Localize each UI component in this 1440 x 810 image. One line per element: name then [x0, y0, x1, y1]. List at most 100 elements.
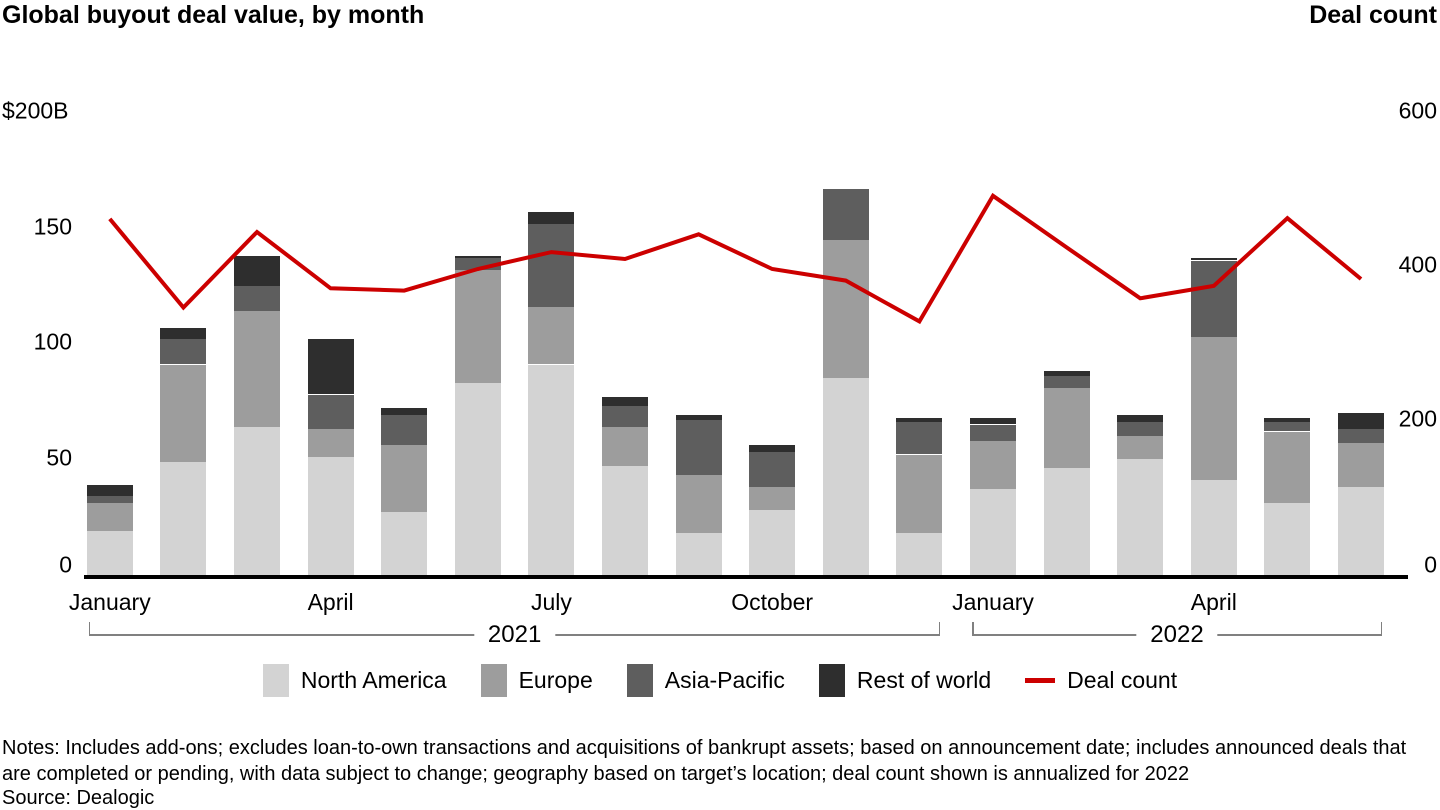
- year-bracket-tick-right-2021: [938, 622, 941, 635]
- bar-feb-2021-segment-europe: [160, 364, 207, 462]
- bar-oct-2021-segment-europe: [749, 486, 796, 510]
- bar-jul-2021-segment-rest-of-world: [528, 212, 575, 224]
- year-bracket-tick-right-2022: [1380, 622, 1382, 635]
- legend-label-asia-pacific: Asia-Pacific: [664, 667, 785, 693]
- bar-apr-2022-segment-europe: [1190, 336, 1237, 480]
- bar-mar-2022-segment-europe: [1117, 436, 1164, 460]
- chart-title: Global buyout deal value, by month: [2, 1, 425, 29]
- bar-feb-2021-segment-asia-pacific: [160, 339, 207, 365]
- legend-label-europe: Europe: [518, 667, 593, 693]
- x-tick-label-april-15: April: [1190, 589, 1237, 615]
- bar-may-2021-segment-asia-pacific: [381, 415, 428, 446]
- bar-mar-2021-segment-north-america: [234, 426, 280, 578]
- x-tick-label-october-9: October: [731, 589, 814, 615]
- x-axis-line: [84, 575, 1408, 579]
- y-axis-right-tick-0: 0: [1424, 551, 1437, 578]
- bar-mar-2022-segment-asia-pacific: [1117, 422, 1164, 437]
- bar-may-2021-segment-europe: [381, 445, 428, 513]
- bar-jul-2021-segment-europe: [528, 306, 575, 365]
- x-tick-label-july-6: July: [530, 589, 572, 615]
- legend-swatch-asia-pacific: [626, 664, 653, 697]
- bar-sep-2021-segment-north-america: [675, 533, 722, 577]
- bar-feb-2022-segment-north-america: [1043, 468, 1090, 577]
- bar-oct-2021-segment-rest-of-world: [749, 445, 796, 453]
- legend-label-rest-of-world: Rest of world: [856, 667, 992, 693]
- bar-jun-2022-segment-europe: [1338, 443, 1384, 487]
- bar-mar-2021-segment-europe: [234, 311, 280, 427]
- legend: North America Europe Asia-Pacific Rest of w…: [0, 664, 1440, 697]
- deal-count-line: [108, 192, 1363, 325]
- x-tick-label-january-0: January: [68, 589, 151, 615]
- bar-may-2022-segment-europe: [1264, 431, 1311, 504]
- legend-label-north-america: North America: [300, 667, 447, 693]
- left-axis-unit-label: $200B: [2, 97, 69, 124]
- bar-jan-2022-segment-asia-pacific: [970, 424, 1016, 441]
- bar-sep-2021-segment-rest-of-world: [675, 415, 722, 420]
- bar-apr-2022-segment-rest-of-world: [1190, 258, 1237, 261]
- bar-jul-2021-segment-asia-pacific: [528, 223, 575, 307]
- bar-nov-2021-segment-europe: [822, 239, 869, 379]
- year-label-2022: 2022: [1136, 621, 1218, 649]
- y-axis-left-tick-0: 0: [59, 551, 72, 578]
- x-tick-label-january-12: January: [952, 589, 1034, 615]
- bar-feb-2021-segment-rest-of-world: [160, 327, 207, 340]
- legend-item-asia-pacific: Asia-Pacific: [626, 664, 785, 697]
- y-axis-right-tick-200: 200: [1398, 405, 1437, 432]
- bar-apr-2022-segment-asia-pacific: [1190, 260, 1237, 337]
- bar-apr-2021-segment-europe: [307, 429, 354, 457]
- bar-mar-2022-segment-rest-of-world: [1117, 415, 1164, 423]
- bar-jan-2021-segment-asia-pacific: [86, 496, 133, 503]
- bar-jul-2021-segment-north-america: [528, 364, 575, 577]
- legend-item-rest-of-world: Rest of world: [818, 664, 992, 697]
- bar-may-2022-segment-rest-of-world: [1264, 417, 1311, 423]
- bar-aug-2021-segment-asia-pacific: [602, 406, 648, 427]
- bar-may-2021-segment-north-america: [381, 512, 428, 577]
- bar-feb-2022-segment-europe: [1043, 387, 1090, 469]
- year-bracket-tick-left-2021: [88, 622, 91, 635]
- bar-mar-2022-segment-north-america: [1117, 459, 1164, 577]
- bar-nov-2021-segment-north-america: [822, 378, 869, 577]
- bar-feb-2022-segment-rest-of-world: [1043, 371, 1090, 376]
- chart-notes: Notes: Includes add-ons; excludes loan-t…: [2, 737, 1407, 785]
- bar-jan-2021-segment-europe: [86, 503, 133, 531]
- legend-item-europe: Europe: [480, 664, 593, 697]
- bar-jun-2021-segment-europe: [454, 269, 501, 383]
- bar-apr-2021-segment-north-america: [307, 456, 354, 577]
- y-axis-left-tick-50: 50: [46, 444, 72, 470]
- legend-line-swatch-deal-count: [1025, 678, 1056, 683]
- bar-nov-2021-segment-asia-pacific: [822, 188, 869, 240]
- bar-jun-2021-segment-rest-of-world: [454, 255, 501, 259]
- bar-dec-2021-segment-europe: [896, 454, 943, 534]
- bar-jun-2022-segment-north-america: [1338, 486, 1384, 577]
- bar-may-2021-segment-rest-of-world: [381, 408, 428, 416]
- legend-swatch-north-america: [262, 664, 289, 697]
- chart-source: Source: Dealogic: [2, 787, 155, 809]
- legend-item-north-america: North America: [262, 664, 447, 697]
- legend-item-deal-count: Deal count: [1025, 667, 1177, 694]
- bar-jan-2022-segment-rest-of-world: [970, 417, 1016, 425]
- bar-mar-2021-segment-asia-pacific: [234, 285, 280, 312]
- bar-apr-2021-segment-asia-pacific: [307, 394, 354, 430]
- bar-jun-2022-segment-asia-pacific: [1338, 429, 1384, 444]
- bar-oct-2021-segment-north-america: [749, 510, 796, 577]
- bar-oct-2021-segment-asia-pacific: [749, 452, 796, 487]
- x-tick-label-april-3: April: [307, 589, 354, 615]
- bar-dec-2021-segment-asia-pacific: [896, 422, 943, 455]
- bar-jan-2021-segment-north-america: [86, 530, 133, 577]
- bar-sep-2021-segment-europe: [675, 475, 722, 534]
- bar-feb-2022-segment-asia-pacific: [1043, 376, 1090, 388]
- bar-feb-2021-segment-north-america: [160, 461, 207, 577]
- bar-jun-2021-segment-north-america: [454, 383, 501, 577]
- bar-jun-2022-segment-rest-of-world: [1338, 413, 1384, 430]
- bar-may-2022-segment-asia-pacific: [1264, 422, 1311, 432]
- bar-aug-2021-segment-europe: [602, 426, 648, 467]
- bar-jun-2021-segment-asia-pacific: [454, 258, 501, 270]
- y-axis-right-tick-400: 400: [1398, 251, 1437, 278]
- legend-label-deal-count: Deal count: [1067, 667, 1178, 693]
- legend-swatch-europe: [480, 664, 507, 697]
- bar-may-2022-segment-north-america: [1264, 503, 1311, 577]
- bar-jan-2022-segment-europe: [970, 440, 1016, 490]
- bar-mar-2021-segment-rest-of-world: [234, 255, 280, 286]
- year-bracket-tick-left-2022: [972, 622, 974, 635]
